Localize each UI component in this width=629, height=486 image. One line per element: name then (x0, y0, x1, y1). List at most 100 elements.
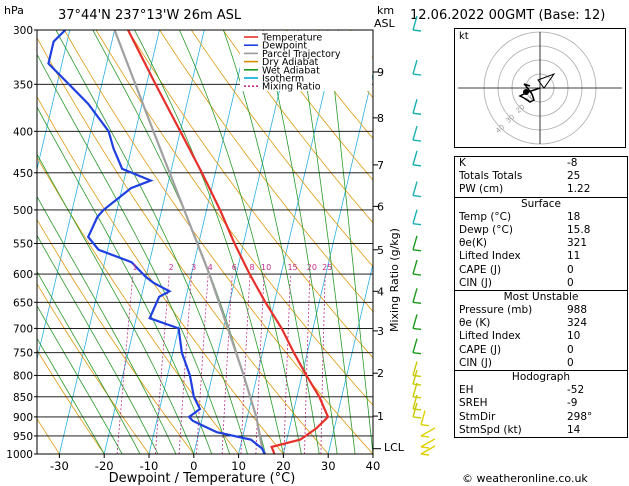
hodograph-ring-label: 40 (494, 123, 506, 135)
wind-barb-flag (412, 112, 422, 115)
surface-row: Temp (°C) 18 (455, 211, 627, 224)
pressure-tick-label: 800 (13, 370, 33, 382)
wind-barb-flag (412, 327, 422, 331)
hodo-value: -52 (567, 384, 585, 397)
hodo-label: SREH (459, 397, 488, 410)
isotherm-line (193, 30, 295, 454)
indices-panel: K -8 Totals Totals 25 PW (cm) 1.22 Surface Te… (454, 156, 628, 438)
index-row: K -8 (455, 157, 627, 170)
index-value: -8 (567, 157, 578, 169)
legend-item-dry-adiabat: Dry Adiabat (262, 57, 319, 68)
pressure-tick-label: 750 (13, 348, 33, 360)
hodo-row: StmSpd (kt) 14 (455, 424, 627, 437)
pressure-tick-label: 1000 (6, 449, 33, 461)
mixing-ratio-line (154, 274, 170, 454)
mixing-ratio-line (240, 274, 251, 454)
wind-barb (420, 445, 436, 455)
height-tick-label: 9 (377, 66, 384, 79)
hodo-value: -9 (567, 397, 578, 410)
wind-barb-flag (420, 453, 430, 456)
surface-label: Temp (°C) (459, 210, 512, 223)
x-axis-label: Dewpoint / Temperature (°C) (109, 471, 296, 486)
parcel-trajectory-line (113, 30, 267, 454)
hodo-label: EH (459, 384, 474, 397)
isotherm-line (37, 30, 115, 361)
height-tick-label: 8 (377, 112, 384, 125)
wind-barb (412, 150, 418, 166)
station-info: 37°44'N 237°13'W 26m ASL (58, 8, 242, 23)
temperature-tick-label: -10 (140, 459, 159, 473)
height-tick-label: 1 (377, 410, 384, 423)
storm-motion-point (523, 89, 529, 95)
temperature-tick-label: 20 (276, 459, 291, 473)
mixing-ratio-label: 15 (287, 263, 297, 272)
unstable-label: CAPE (J) (459, 343, 502, 356)
wind-barb-flag (412, 351, 422, 355)
pressure-unit: hPa (4, 4, 24, 17)
wet-adiabat-line (262, 30, 338, 454)
wind-barb-flag (412, 29, 422, 32)
wind-barb (412, 314, 418, 329)
surface-label: θe(K) (459, 237, 487, 250)
wind-barb (412, 402, 418, 418)
legend-item-temperature: Temperature (261, 33, 322, 44)
wind-barb-flag (420, 435, 430, 438)
index-label: K (459, 157, 466, 169)
isotherm-line (238, 30, 339, 454)
mixing-ratio-line (221, 274, 233, 454)
temperature-line (127, 30, 330, 454)
surface-label: Dewp (°C) (459, 223, 513, 236)
mixing-ratio-label: 8 (249, 263, 254, 272)
mixing-ratio-label: 2 (169, 263, 174, 272)
hodograph-ring-label: 30 (504, 113, 516, 125)
pressure-tick-label: 450 (13, 168, 33, 180)
dry-adiabat-line (37, 349, 105, 454)
asl-label: ASL (374, 17, 395, 30)
wind-barb-flag (412, 273, 422, 276)
wet-adiabat-line (37, 337, 105, 454)
height-tick-label: 5 (377, 244, 384, 257)
wet-adiabat-line (37, 305, 123, 454)
wind-barb (412, 99, 418, 114)
surface-value: 321 (567, 237, 588, 250)
height-tick-label: 6 (377, 200, 384, 213)
height-tick-label: 3 (377, 325, 384, 338)
unstable-value: 10 (567, 330, 581, 343)
surface-row: θe(K) 321 (455, 237, 627, 250)
hodo-label: StmDir (459, 410, 496, 423)
mixing-ratio-label: 10 (261, 263, 271, 272)
pressure-tick-label: 400 (13, 126, 33, 138)
wind-barb (412, 259, 418, 275)
height-unit: km (377, 4, 395, 17)
mixing-ratio-line (283, 274, 291, 454)
mixing-ratio-line (320, 274, 326, 454)
surface-row: CIN (J) 0 (455, 277, 627, 290)
isotherm-line (59, 30, 160, 454)
temperature-tick-label: 40 (366, 459, 381, 473)
wind-barb (412, 181, 418, 196)
wind-barb (412, 209, 418, 224)
unstable-row: θe (K) 324 (455, 317, 627, 330)
credit-text: © weatheronline.co.uk (462, 472, 588, 485)
index-value: 25 (567, 170, 581, 183)
pressure-tick-label: 900 (13, 412, 33, 424)
height-tick-label: 2 (377, 367, 384, 380)
surface-row: Dewp (°C) 15.8 (455, 224, 627, 237)
wind-barb (420, 427, 436, 437)
unstable-row: CAPE (J) 0 (455, 344, 627, 357)
wind-barb (412, 382, 418, 397)
index-row: PW (cm) 1.22 (455, 183, 627, 196)
wind-barb-flag (412, 73, 422, 76)
wind-barb (420, 410, 426, 425)
wet-adiabat-line (92, 30, 266, 454)
isotherm-line (327, 262, 373, 454)
wind-barb-flag (412, 194, 422, 198)
dry-adiabat-line (254, 30, 373, 181)
wind-barb-flag (412, 223, 422, 226)
mixing-ratio-line (304, 274, 311, 454)
pressure-tick-label: 350 (13, 79, 33, 91)
surface-label: CIN (J) (459, 276, 492, 289)
mixing-ratio-label: 4 (208, 263, 213, 272)
wind-barb-flag (412, 139, 422, 142)
pressure-tick-label: 600 (13, 269, 33, 281)
